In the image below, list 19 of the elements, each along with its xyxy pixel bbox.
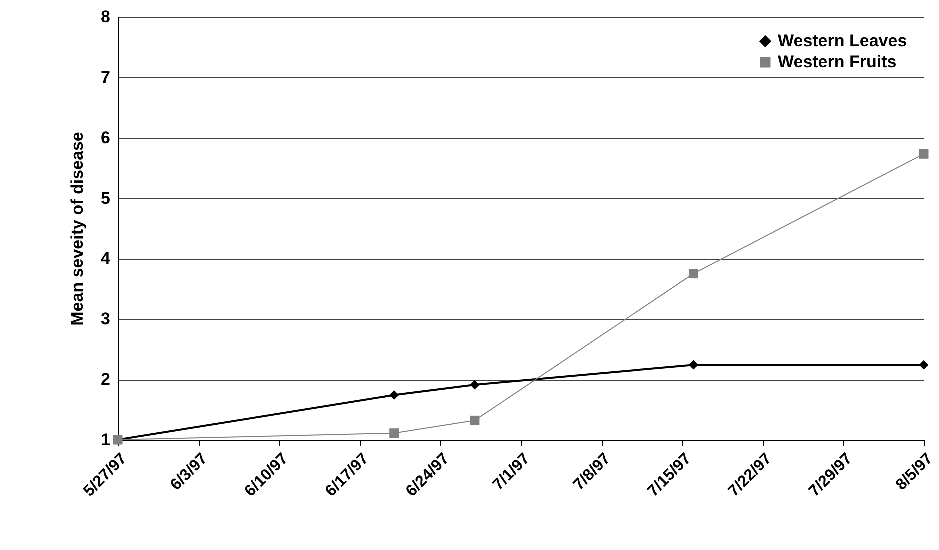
y-tick-label: 7 [101, 68, 110, 87]
point [919, 149, 929, 159]
point [470, 416, 480, 426]
y-tick-label: 4 [101, 249, 112, 268]
point [688, 360, 698, 370]
y-tick-label: 5 [101, 188, 110, 208]
point [390, 390, 400, 400]
point [688, 269, 698, 279]
y-tick-label: 6 [101, 128, 110, 148]
legend-label: Western Leaves [778, 32, 908, 50]
legend-label: Western Fruits [778, 52, 897, 72]
point [919, 360, 929, 370]
y-tick-label: 3 [101, 310, 110, 329]
y-tick-label: 2 [101, 370, 110, 390]
point [470, 380, 480, 390]
y-axis-title: Mean seveity of disease [68, 132, 88, 326]
point [390, 428, 400, 438]
y-tick-label: 8 [101, 8, 110, 26]
y-tick-label: 1 [101, 430, 110, 450]
